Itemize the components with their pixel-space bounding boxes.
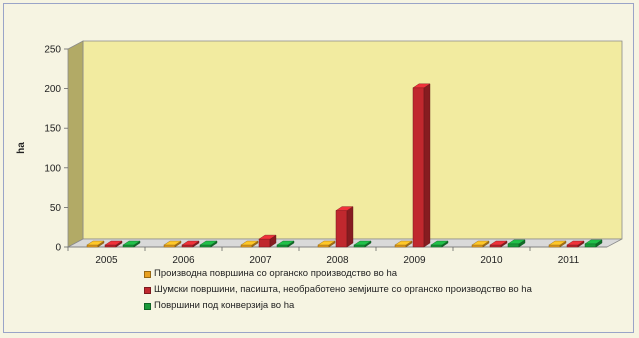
- bar-series-2-2010: [489, 244, 502, 248]
- legend: Производна површина со органско производ…: [144, 266, 532, 314]
- bar-top-series-1-2008: [317, 240, 336, 246]
- x-tick-label-2009: 2009: [403, 255, 426, 266]
- y-tick-label-150: 150: [44, 124, 61, 135]
- bar-top-series-2-2007: [258, 234, 277, 240]
- bar-top-series-3-2006: [199, 240, 218, 246]
- bar-series-1-2005: [86, 244, 99, 248]
- y-tick-label-250: 250: [44, 45, 61, 56]
- bar-top-series-2-2008: [335, 206, 354, 211]
- bar-top-series-2-2006: [181, 240, 200, 246]
- x-tick-label-2005: 2005: [95, 255, 118, 266]
- bar-series-1-2007: [240, 244, 253, 248]
- legend-swatch-series-3: [144, 302, 151, 310]
- bar-series-1-2010: [471, 244, 484, 248]
- chart-canvas: 0 50 100 150 200 250 ha 2005 2006 2007 2008 2009 201…: [16, 40, 623, 266]
- bar-series-2-2008: [335, 210, 348, 248]
- bar-top-series-3-2008: [353, 240, 372, 246]
- bar-series-2-2006: [181, 244, 194, 248]
- bar-top-series-2-2010: [489, 240, 508, 246]
- bar-series-3-2010: [507, 243, 520, 248]
- chart-frame: 0 50 100 150 200 250 ha 2005 2006 2007 2008 2009 201…: [3, 3, 634, 333]
- bar-series-3-2009: [430, 244, 443, 248]
- bar-series-3-2008: [353, 244, 366, 248]
- bar-top-series-3-2009: [430, 240, 449, 246]
- plot-left-wall: [67, 40, 84, 248]
- y-tick-label-200: 200: [44, 84, 61, 95]
- bar-series-1-2009: [394, 244, 407, 248]
- bar-series-3-2011: [584, 243, 597, 248]
- bar-top-series-1-2006: [163, 240, 182, 246]
- legend-label-series-1: Производна површина со органско производ…: [154, 268, 398, 279]
- bar-series-1-2011: [548, 244, 561, 248]
- legend-label-series-3: Површини под конверзија во ha: [154, 300, 295, 311]
- bar-top-series-1-2007: [240, 240, 259, 246]
- bar-top-series-3-2007: [276, 240, 295, 246]
- bar-top-series-2-2009: [412, 83, 431, 89]
- legend-item-series-3: Површини под конверзија во ha: [144, 298, 532, 314]
- bar-series-1-2006: [163, 244, 176, 248]
- legend-swatch-series-2: [144, 286, 151, 294]
- bar-top-series-3-2010: [507, 239, 526, 245]
- y-tick-label-100: 100: [44, 163, 61, 174]
- legend-swatch-series-1: [144, 270, 151, 278]
- bar-top-series-3-2011: [584, 239, 603, 245]
- bar-top-series-2-2005: [104, 240, 123, 246]
- bar-top-series-1-2011: [548, 240, 567, 246]
- x-tick-label-2010: 2010: [480, 255, 503, 266]
- bar-top-series-1-2005: [86, 240, 105, 246]
- bar-top-series-1-2009: [394, 240, 413, 246]
- y-axis-label: ha: [16, 142, 27, 154]
- legend-label-series-2: Шумски површини, пасишта, необработено з…: [154, 284, 532, 295]
- bar-top-series-1-2010: [471, 240, 490, 246]
- x-tick-label-2006: 2006: [172, 255, 195, 266]
- bar-series-2-2005: [104, 244, 117, 248]
- bar-top-series-2-2011: [566, 240, 585, 246]
- bar-side-series-2-2008: [346, 206, 354, 248]
- bar-series-2-2009: [412, 87, 425, 248]
- legend-item-series-2: Шумски површини, пасишта, необработено з…: [144, 282, 532, 298]
- y-tick-label-0: 0: [55, 243, 61, 254]
- bar-series-2-2011: [566, 244, 579, 248]
- y-tick-label-50: 50: [50, 203, 62, 214]
- bar-series-1-2008: [317, 244, 330, 248]
- bar-top-series-3-2005: [122, 240, 141, 246]
- x-tick-label-2011: 2011: [558, 255, 580, 266]
- x-tick-label-2007: 2007: [249, 255, 272, 266]
- bar-series-3-2007: [276, 244, 289, 248]
- bar-series-2-2007: [258, 238, 271, 248]
- bar-series-3-2005: [122, 244, 135, 248]
- bar-side-series-2-2009: [423, 83, 431, 248]
- bar-series-3-2006: [199, 244, 212, 248]
- x-tick-label-2008: 2008: [326, 255, 349, 266]
- legend-item-series-1: Производна површина со органско производ…: [144, 266, 532, 282]
